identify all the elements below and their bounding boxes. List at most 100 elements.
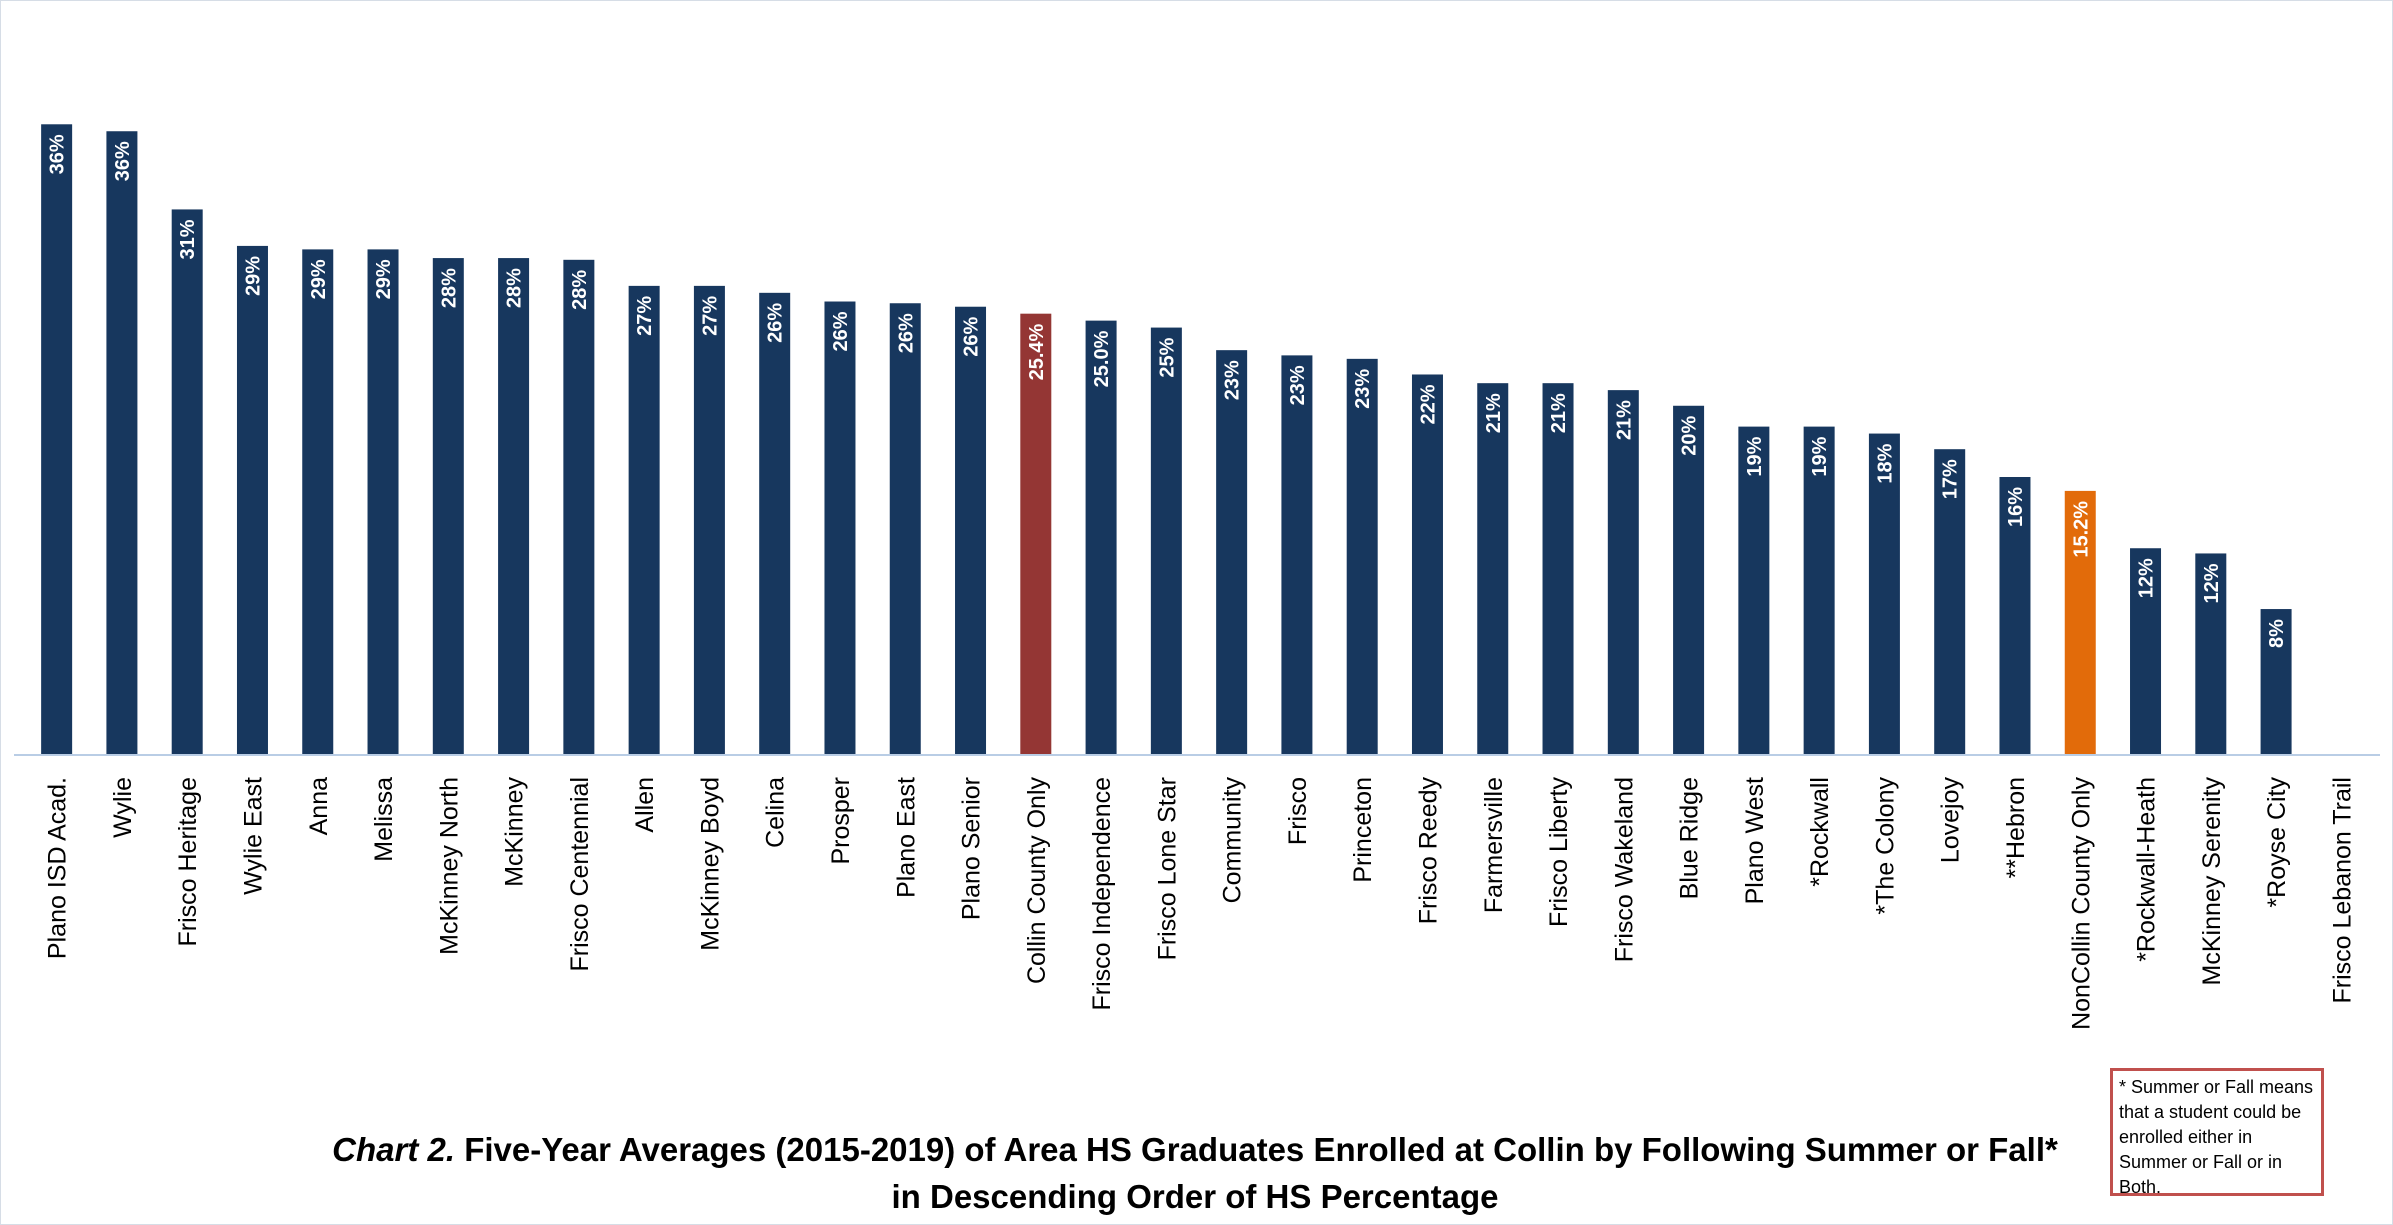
bars-group [41,124,2292,756]
data-label-noncollin-county-only: 15.2% [2070,501,2092,558]
category-label-the-colony: *The Colony [1871,777,1899,915]
category-label-wylie-east: Wylie East [239,777,267,895]
category-label-celina: Celina [762,777,790,848]
category-label-mckinney-boyd: McKinney Boyd [696,777,724,951]
bar-plano-east [889,303,921,755]
data-label-mckinney-north: 28% [438,268,460,308]
category-label-mckinney-north: McKinney North [435,777,463,955]
category-label-plano-isd-acad: Plano ISD Acad. [44,777,72,959]
bar-community [1216,350,1248,755]
data-label-mckinney: 28% [504,268,526,308]
category-label-mckinney-serenity: McKinney Serenity [2198,777,2226,986]
category-label-blue-ridge: Blue Ridge [1676,777,1704,899]
bar-melissa [367,249,399,755]
bar-frisco [1281,355,1313,755]
bar-farmersville [1477,383,1509,755]
data-label-wylie: 36% [112,141,134,181]
category-label-frisco-reedy: Frisco Reedy [1414,777,1442,925]
data-label-community: 23% [1222,360,1244,400]
bar-celina [759,292,791,755]
category-label-allen: Allen [631,777,659,833]
bar-frisco-lone-star [1150,327,1182,755]
data-label-celina: 26% [765,303,787,343]
category-label-rockwall-heath: *Rockwall-Heath [2133,777,2161,962]
category-label-anna: Anna [305,777,333,835]
category-label-rockwall: *Rockwall [1806,777,1834,887]
data-label-frisco-liberty: 21% [1548,393,1570,433]
category-label-plano-senior: Plano Senior [958,777,986,920]
data-label-plano-west: 19% [1744,436,1766,476]
bar-plano-senior [955,306,987,755]
bar-rockwall [1803,426,1835,755]
chart-title: Chart 2. Five-Year Averages (2015-2019) … [230,1127,2160,1173]
category-label-frisco-lebanon-trail: Frisco Lebanon Trail [2328,777,2356,1004]
chart-subtitle: in Descending Order of HS Percentage [891,1178,1499,1215]
category-label-frisco-wakeland: Frisco Wakeland [1610,777,1638,962]
bar-frisco-wakeland [1607,390,1639,755]
bar-prosper [824,301,856,755]
category-label-mckinney: McKinney [501,777,529,887]
bar-royse-city [2260,609,2292,755]
data-label-plano-senior: 26% [961,317,983,357]
bar-plano-isd-acad [41,124,73,756]
data-label-frisco: 23% [1287,365,1309,405]
bar-wylie-east [236,245,268,755]
bar-the-colony [1868,433,1900,755]
bar-collin-county-only [1020,313,1052,755]
bar-wylie [106,131,138,756]
category-label-melissa: Melissa [370,777,398,862]
category-label-frisco-lone-star: Frisco Lone Star [1153,777,1181,960]
data-label-plano-isd-acad: 36% [47,134,69,174]
data-label-melissa: 29% [373,259,395,299]
bar-anna [302,249,334,755]
data-label-mckinney-boyd: 27% [699,296,721,336]
bar-mckinney-boyd [693,285,725,755]
category-label-frisco: Frisco [1284,777,1312,845]
category-label-plano-east: Plano East [892,777,920,898]
category-label-hebron: **Hebron [2002,777,2030,878]
footnote-box: * Summer or Fall means that a student co… [2110,1068,2324,1197]
data-label-royse-city: 8% [2266,619,2288,648]
bar-frisco-independence [1085,320,1117,755]
bar-lovejoy [1934,449,1966,755]
data-label-frisco-heritage: 31% [177,219,199,259]
data-label-farmersville: 21% [1483,393,1505,433]
chart-title-lead: Chart 2. [332,1131,456,1168]
data-label-frisco-centennial: 28% [569,270,591,310]
bar-allen [628,285,660,755]
data-label-princeton: 23% [1352,369,1374,409]
data-label-mckinney-serenity: 12% [2201,563,2223,603]
category-label-plano-west: Plano West [1741,777,1769,904]
data-label-lovejoy: 17% [1940,459,1962,499]
bar-rockwall-heath [2130,548,2162,755]
category-label-wylie: Wylie [109,777,137,838]
category-label-collin-county-only: Collin County Only [1023,777,1051,985]
bar-frisco-liberty [1542,383,1574,755]
category-label-prosper: Prosper [827,777,855,865]
category-labels-group: Plano ISD Acad. Wylie Frisco Heritage Wylie… [44,777,2357,1030]
category-label-community: Community [1219,777,1247,904]
bar-hebron [1999,477,2031,755]
data-label-prosper: 26% [830,311,852,351]
data-label-plano-east: 26% [895,313,917,353]
bar-frisco-centennial [563,259,595,755]
data-label-frisco-wakeland: 21% [1613,400,1635,440]
data-label-blue-ridge: 20% [1679,416,1701,456]
chart-title-text: Five-Year Averages (2015-2019) of Area H… [464,1131,2058,1168]
category-label-frisco-heritage: Frisco Heritage [174,777,202,947]
bar-frisco-heritage [171,209,203,756]
data-label-hebron: 16% [2005,487,2027,527]
bar-frisco-reedy [1411,374,1443,755]
category-label-frisco-independence: Frisco Independence [1088,777,1116,1010]
data-label-the-colony: 18% [1874,443,1896,483]
category-label-farmersville: Farmersville [1480,777,1508,913]
category-label-princeton: Princeton [1349,777,1377,883]
data-label-frisco-lone-star: 25% [1156,337,1178,377]
bar-blue-ridge [1673,405,1705,755]
category-label-frisco-centennial: Frisco Centennial [566,777,594,972]
bar-mckinney [498,258,530,755]
data-label-wylie-east: 29% [242,256,264,296]
data-labels-group: 36% 36% 31% 29% 29% 29% 28% 28% 28% 27% 27% 26% 26% 2… [47,134,2288,648]
data-label-allen: 27% [634,296,656,336]
